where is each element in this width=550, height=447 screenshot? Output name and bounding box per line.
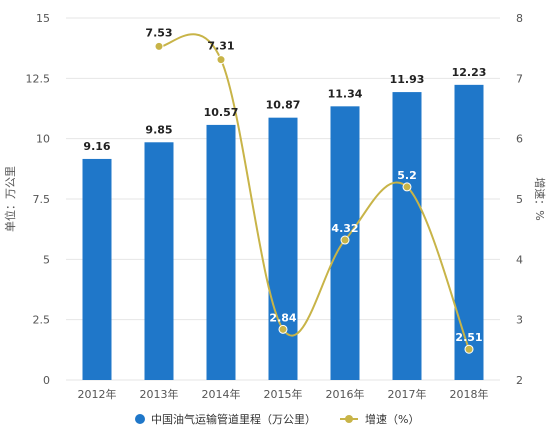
x-tick-label: 2016年 xyxy=(326,387,365,401)
line-value-label: 7.53 xyxy=(145,26,172,39)
bar-value-label: 9.85 xyxy=(145,123,172,136)
legend-bar-marker xyxy=(135,414,145,424)
line-value-label: 4.32 xyxy=(331,222,358,235)
line-value-label: 7.31 xyxy=(207,40,234,53)
x-tick-label: 2017年 xyxy=(388,387,427,401)
bar[interactable] xyxy=(268,117,298,381)
line-point[interactable] xyxy=(216,55,226,65)
bar[interactable] xyxy=(144,142,174,380)
line-point[interactable] xyxy=(154,41,164,51)
y-right-tick-label: 5 xyxy=(516,193,523,206)
bar-value-label: 11.93 xyxy=(390,73,425,86)
x-tick-label: 2012年 xyxy=(78,387,117,401)
line-value-label: 5.2 xyxy=(397,169,417,182)
y-right-tick-label: 4 xyxy=(516,253,523,266)
y-left-tick-label: 10 xyxy=(36,133,50,146)
bar[interactable] xyxy=(206,124,236,380)
label-layer: 9.16 9.85 10.57 10.87 11.34 11.93 12.23 7.53 7.3… xyxy=(83,26,486,344)
y-right-tick-label: 3 xyxy=(516,314,523,327)
y-right-axis-title: 增速：% xyxy=(533,177,547,220)
line-layer xyxy=(154,33,474,354)
line-value-label: 2.51 xyxy=(455,331,482,344)
line-point[interactable] xyxy=(340,235,350,245)
axis-layer: 0 2.5 5 7.5 10 12.5 15 2 3 4 5 6 7 8 单位：万公里 增速：% 2012年 20… xyxy=(3,12,547,401)
bar[interactable] xyxy=(454,84,484,380)
y-right-tick-label: 8 xyxy=(516,12,523,25)
legend-bar-label: 中国油气运输管道里程（万公里） xyxy=(151,412,316,426)
legend-item-line[interactable]: 增速（%） xyxy=(340,412,419,426)
y-right-tick-label: 6 xyxy=(516,133,523,146)
bar[interactable] xyxy=(82,158,112,380)
y-left-tick-label: 5 xyxy=(43,253,50,266)
bar-value-label: 11.34 xyxy=(328,87,363,100)
y-left-axis-title: 单位：万公里 xyxy=(3,166,17,232)
bar-value-label: 12.23 xyxy=(452,66,487,79)
x-tick-label: 2014年 xyxy=(202,387,241,401)
y-left-tick-label: 7.5 xyxy=(33,193,51,206)
line-point[interactable] xyxy=(278,324,288,334)
bar-value-label: 10.57 xyxy=(204,106,239,119)
y-right-tick-label: 7 xyxy=(516,72,523,85)
legend-line-label: 增速（%） xyxy=(365,412,419,426)
line-point[interactable] xyxy=(402,182,412,192)
x-tick-label: 2013年 xyxy=(140,387,179,401)
legend-line-marker xyxy=(345,415,353,423)
line-value-label: 2.84 xyxy=(269,311,296,324)
y-left-tick-label: 15 xyxy=(36,12,50,25)
y-left-tick-label: 12.5 xyxy=(26,72,51,85)
x-tick-label: 2018年 xyxy=(450,387,489,401)
y-left-tick-label: 0 xyxy=(43,374,50,387)
bar[interactable] xyxy=(392,92,422,381)
y-right-tick-label: 2 xyxy=(516,374,523,387)
bar-value-label: 10.87 xyxy=(266,99,301,112)
legend[interactable]: 中国油气运输管道里程（万公里） 增速（%） xyxy=(135,412,419,426)
legend-item-bars[interactable]: 中国油气运输管道里程（万公里） xyxy=(135,412,316,426)
bar-layer xyxy=(82,84,484,381)
x-tick-label: 2015年 xyxy=(264,387,303,401)
y-left-tick-label: 2.5 xyxy=(33,314,51,327)
line-point[interactable] xyxy=(464,344,474,354)
bar-value-label: 9.16 xyxy=(83,140,110,153)
